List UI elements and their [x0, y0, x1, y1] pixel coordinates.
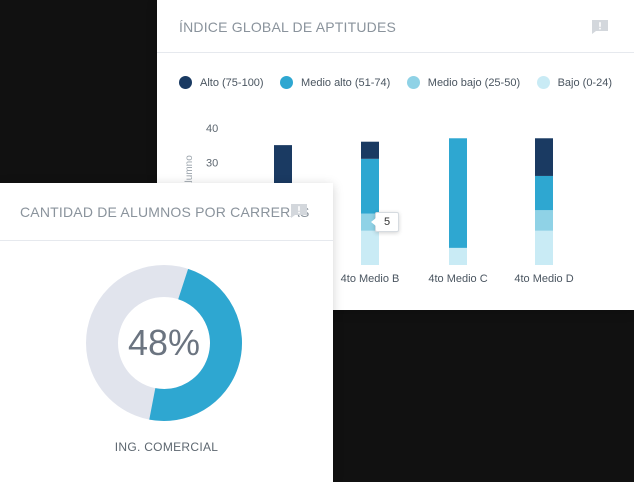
- bar-segment[interactable]: [361, 141, 379, 159]
- bar-segment[interactable]: [535, 230, 553, 265]
- donut-percent-label: 48%: [127, 322, 201, 363]
- comment-alert-icon[interactable]: [290, 203, 308, 219]
- bar-segment[interactable]: [449, 138, 467, 248]
- legend-dot: [406, 76, 420, 89]
- comment-alert-icon[interactable]: [591, 19, 609, 35]
- bar-segment[interactable]: [535, 210, 553, 231]
- legend-item-alto[interactable]: Alto (75-100): [179, 76, 264, 89]
- legend-item-medio-bajo[interactable]: Medio bajo (25-50): [406, 76, 521, 89]
- legend-label: Alto (75-100): [200, 76, 264, 89]
- bar-segment[interactable]: [535, 138, 553, 176]
- legend-dot: [179, 76, 192, 89]
- x-category-label: 4to Medio D: [514, 273, 573, 285]
- legend-label: Medio alto (51-74): [301, 76, 391, 89]
- careers-card-header: CANTIDAD DE ALUMNOS POR CARRERAS: [0, 183, 333, 241]
- chart-legend: Alto (75-100) Medio alto (51-74) Medio b…: [179, 76, 624, 92]
- x-category-label: 4to Medio B: [341, 273, 400, 285]
- chart-tooltip: 5: [371, 212, 399, 232]
- legend-label: Medio bajo (25-50): [427, 76, 521, 89]
- x-category-label: 4to Medio C: [428, 273, 487, 285]
- y-tick-label: 30: [206, 157, 218, 169]
- legend-dot: [280, 76, 294, 89]
- careers-card-title: CANTIDAD DE ALUMNOS POR CARRERAS: [20, 204, 310, 220]
- bar-segment[interactable]: [361, 213, 379, 231]
- y-axis-label: alumno: [184, 155, 195, 188]
- bar-segment[interactable]: [535, 175, 553, 211]
- bar-segment[interactable]: [361, 230, 379, 265]
- donut-chart: [86, 265, 242, 421]
- donut-caption: ING. COMERCIAL: [114, 440, 219, 454]
- legend-item-bajo[interactable]: Bajo (0-24): [536, 76, 612, 89]
- tooltip-arrow: [371, 218, 376, 226]
- donut-filled-arc[interactable]: [86, 265, 242, 421]
- tooltip-value: 5: [383, 216, 391, 228]
- legend-label: Bajo (0-24): [557, 76, 612, 89]
- aptitudes-card-header: ÍNDICE GLOBAL DE APTITUDES: [157, 0, 634, 53]
- legend-dot: [536, 76, 550, 89]
- bar-segment[interactable]: [449, 247, 467, 265]
- bar-segment[interactable]: [361, 158, 379, 214]
- careers-card: CANTIDAD DE ALUMNOS POR CARRERAS 48% ING…: [0, 183, 333, 482]
- y-tick-label: 40: [206, 123, 218, 135]
- aptitudes-card-title: ÍNDICE GLOBAL DE APTITUDES: [179, 19, 397, 35]
- legend-item-medio-alto[interactable]: Medio alto (51-74): [280, 76, 390, 89]
